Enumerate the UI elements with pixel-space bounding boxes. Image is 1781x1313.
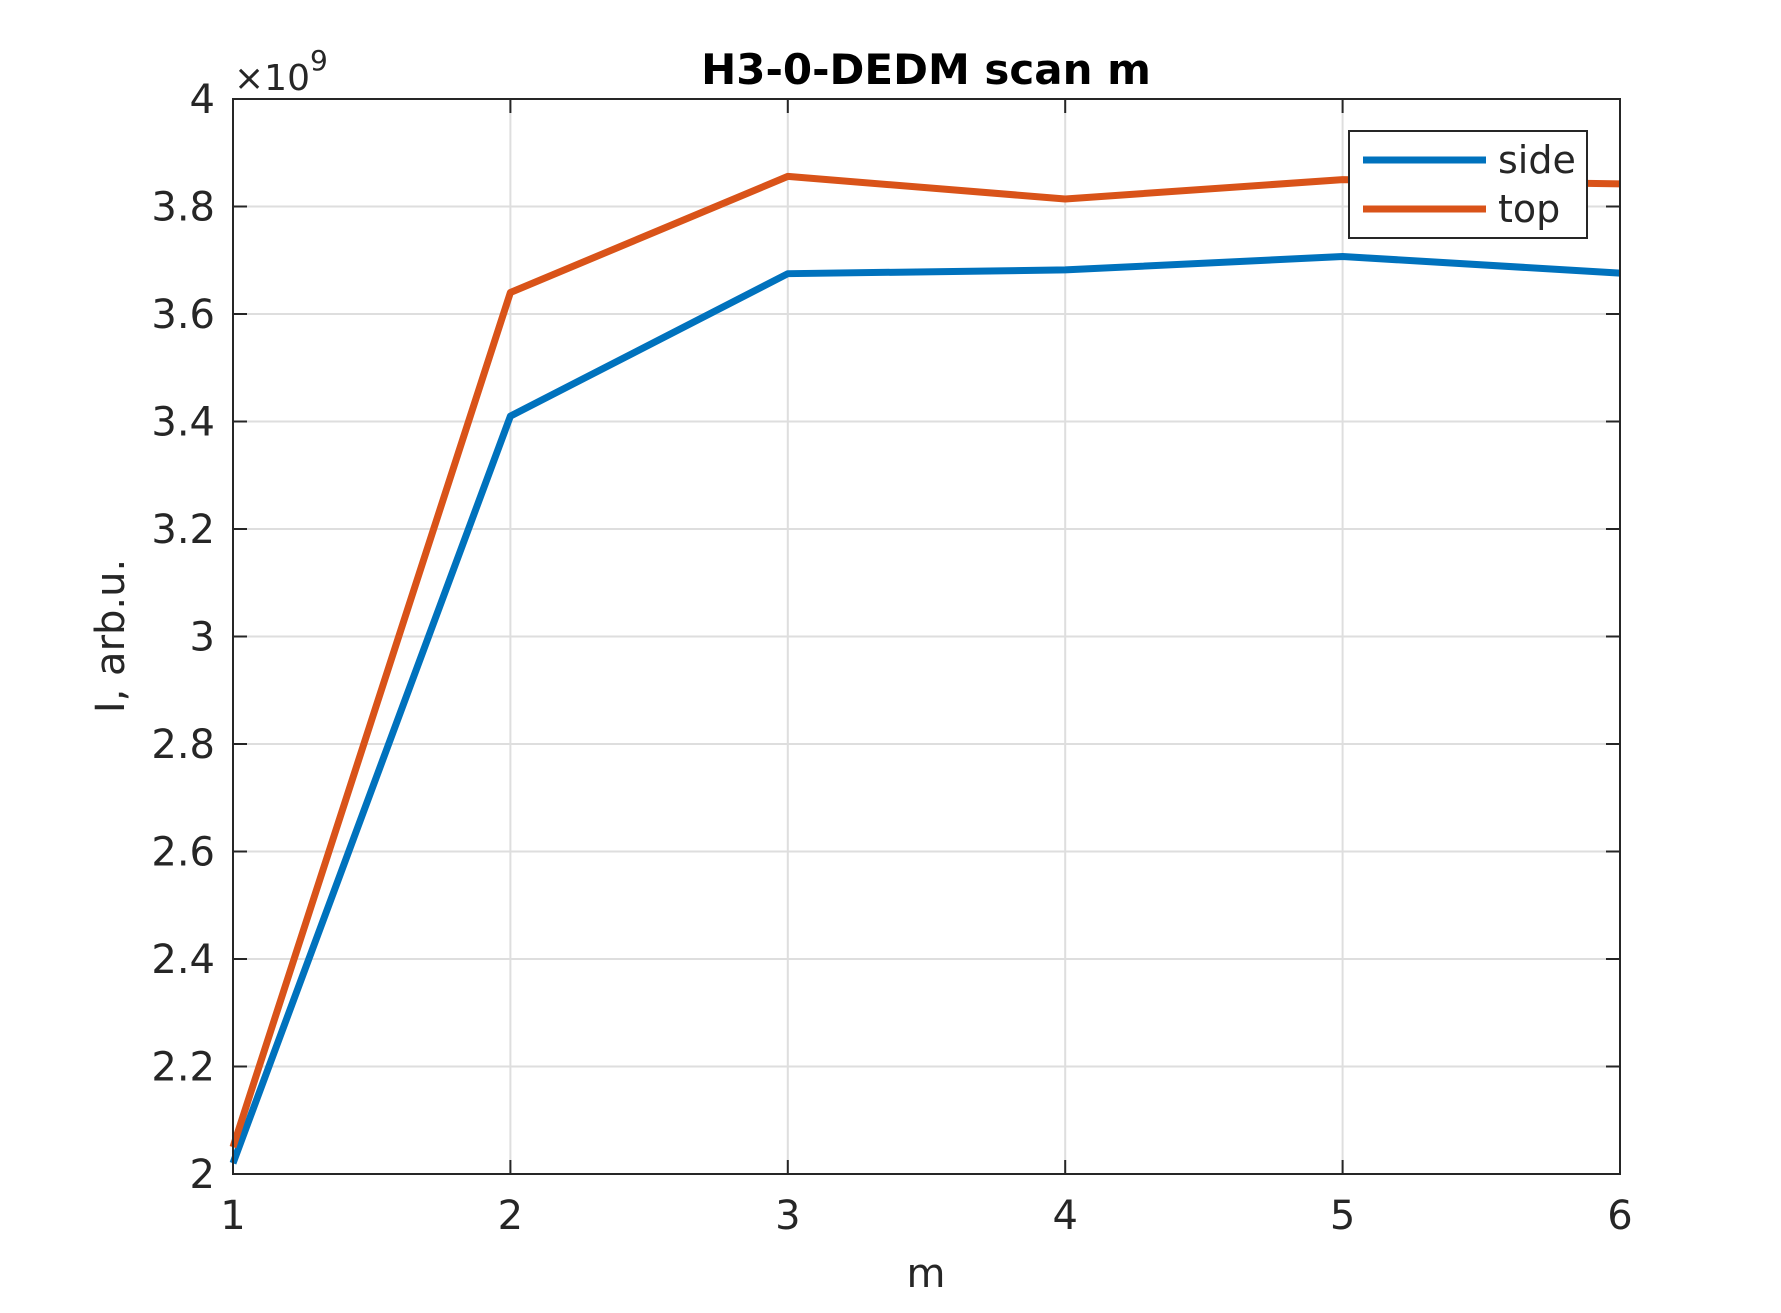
x-tick-label: 1	[220, 1193, 245, 1239]
exponent-base: ×10	[234, 58, 310, 99]
x-tick-label: 4	[1052, 1193, 1077, 1239]
y-tick-label: 2.8	[151, 722, 215, 768]
legend-label-side: side	[1498, 138, 1576, 182]
x-tick-label: 6	[1607, 1193, 1632, 1239]
x-tick-labels: 1 2 3 4 5 6	[220, 1193, 1632, 1239]
y-tick-label: 3.6	[151, 292, 215, 338]
legend-label-top: top	[1498, 187, 1560, 231]
y-axis-exponent: ×109	[234, 44, 328, 99]
legend: side top	[1348, 130, 1588, 239]
x-tick-label: 3	[775, 1193, 800, 1239]
exponent-power: 9	[310, 44, 328, 77]
x-axis-label: m	[907, 1251, 946, 1297]
y-tick-label: 3.4	[151, 400, 215, 446]
y-axis-label: I, arb.u.	[88, 559, 134, 713]
x-tick-label: 2	[498, 1193, 523, 1239]
series-line-side	[229, 252, 1621, 1165]
y-tick-label: 4	[190, 77, 215, 123]
grid-lines	[233, 99, 1620, 1174]
chart-title: H3-0-DEDM scan m	[701, 45, 1151, 94]
x-tick-label: 5	[1330, 1193, 1355, 1239]
y-tick-labels: 2 2.2 2.4 2.6 2.8 3 3.2 3.4 3.6 3.8 4	[151, 77, 215, 1198]
y-tick-label: 3.2	[151, 507, 215, 553]
y-tick-label: 3	[190, 615, 215, 661]
y-tick-label: 2.6	[151, 830, 215, 876]
plot-frame	[232, 98, 1621, 1175]
legend-box	[1348, 130, 1588, 239]
y-tick-label: 2.2	[151, 1045, 215, 1091]
y-tick-label: 2.4	[151, 937, 215, 983]
y-tick-label: 3.8	[151, 185, 215, 231]
y-tick-label: 2	[190, 1152, 215, 1198]
